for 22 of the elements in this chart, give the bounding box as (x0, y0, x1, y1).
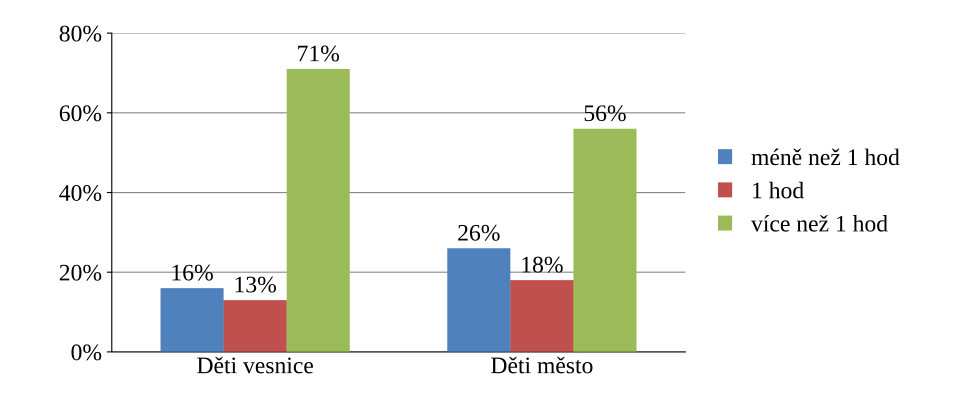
y-tick-label: 0% (71, 344, 102, 360)
y-tick-label: 20% (60, 264, 102, 281)
data-label: 16% (172, 264, 213, 281)
data-label: 71% (298, 45, 340, 62)
y-tick-label: 60% (60, 105, 102, 122)
x-tick-label: Děti vesnice (197, 356, 314, 374)
data-label: 26% (458, 224, 500, 241)
x-tick-label: Děti město (491, 356, 592, 374)
legend-label: 1 hod (753, 182, 804, 198)
data-label: 13% (236, 276, 276, 293)
bar (160, 288, 224, 352)
bar (224, 300, 287, 352)
data-label: 18% (522, 256, 563, 273)
y-tick-label: 40% (59, 185, 102, 202)
bar (447, 248, 510, 352)
bar (510, 280, 574, 352)
legend-label: méně než 1 hod (752, 148, 900, 166)
legend-label: více než 1 hod (751, 214, 888, 232)
bar (573, 128, 637, 352)
y-tick-label: 80% (60, 26, 102, 42)
bar (286, 68, 350, 352)
data-label: 56% (584, 105, 626, 122)
